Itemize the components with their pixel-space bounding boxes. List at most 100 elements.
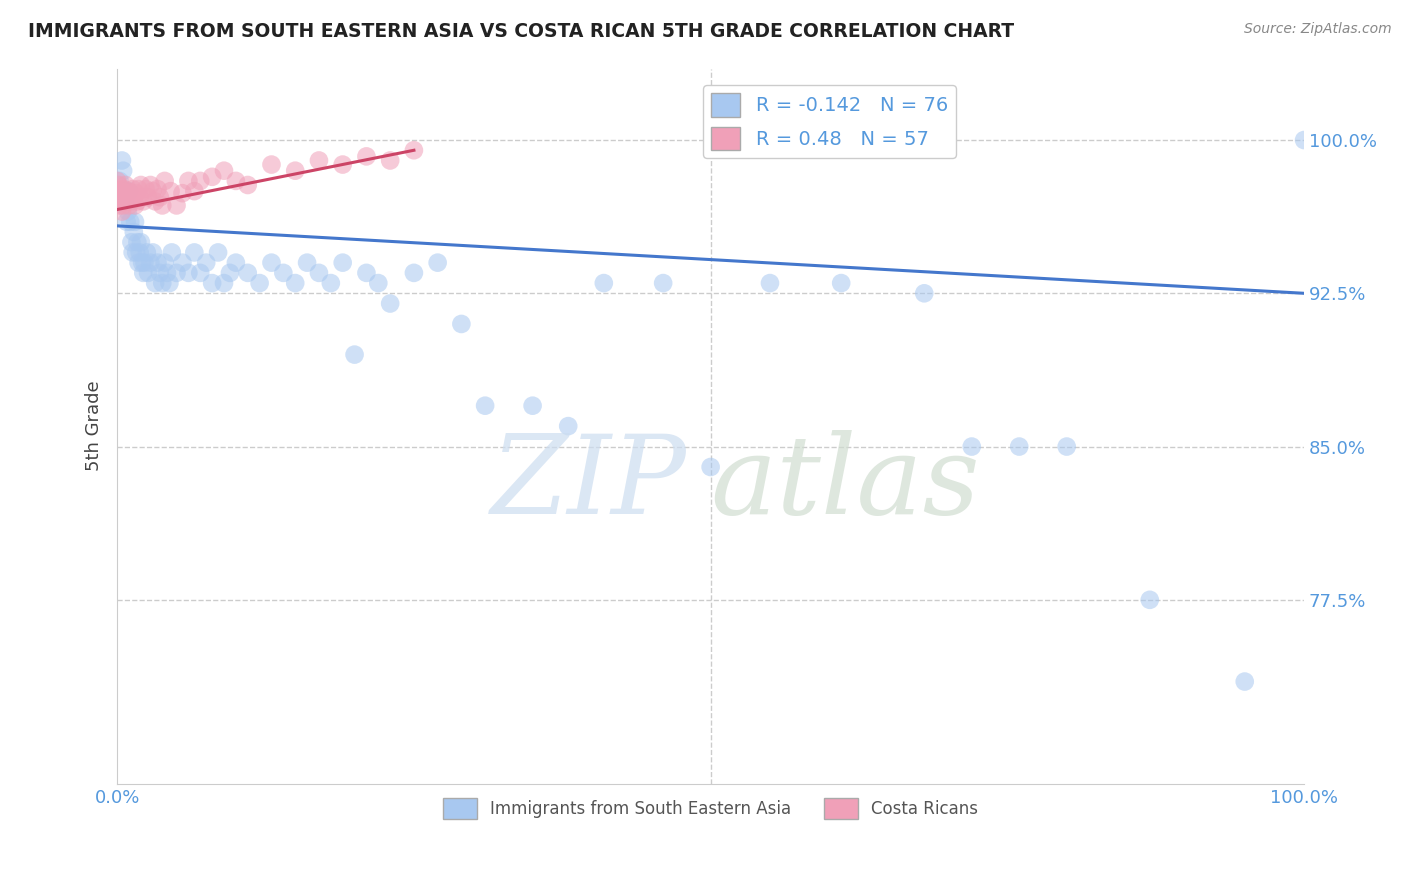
Point xyxy=(115,215,138,229)
Point xyxy=(177,174,200,188)
Point xyxy=(118,184,141,198)
Point xyxy=(830,276,852,290)
Point xyxy=(112,194,135,209)
Point xyxy=(136,190,159,204)
Point xyxy=(114,184,136,198)
Point xyxy=(260,157,283,171)
Point xyxy=(356,266,378,280)
Point xyxy=(142,245,165,260)
Y-axis label: 5th Grade: 5th Grade xyxy=(86,381,103,472)
Point xyxy=(153,174,176,188)
Point xyxy=(120,186,142,201)
Point xyxy=(157,276,180,290)
Point xyxy=(127,194,149,209)
Point xyxy=(111,190,134,204)
Point xyxy=(699,460,721,475)
Point xyxy=(225,255,247,269)
Point xyxy=(284,163,307,178)
Point xyxy=(124,198,146,212)
Point xyxy=(1294,133,1316,147)
Point xyxy=(332,255,354,269)
Point xyxy=(225,174,247,188)
Point xyxy=(112,163,135,178)
Point xyxy=(1008,440,1031,454)
Point xyxy=(249,276,271,290)
Point xyxy=(592,276,614,290)
Point xyxy=(125,186,148,201)
Point xyxy=(108,184,131,198)
Point xyxy=(139,178,162,192)
Point xyxy=(118,190,141,204)
Point xyxy=(120,194,142,209)
Point xyxy=(759,276,782,290)
Point xyxy=(128,190,150,204)
Point xyxy=(112,198,135,212)
Point xyxy=(188,174,211,188)
Point xyxy=(114,178,136,192)
Point xyxy=(129,235,152,250)
Point xyxy=(110,194,132,209)
Point xyxy=(380,153,402,168)
Point xyxy=(356,149,378,163)
Point xyxy=(122,190,145,204)
Point xyxy=(114,190,136,204)
Point xyxy=(402,143,425,157)
Point xyxy=(122,225,145,239)
Text: IMMIGRANTS FROM SOUTH EASTERN ASIA VS COSTA RICAN 5TH GRADE CORRELATION CHART: IMMIGRANTS FROM SOUTH EASTERN ASIA VS CO… xyxy=(28,22,1014,41)
Point xyxy=(159,184,181,198)
Point xyxy=(105,184,128,198)
Point xyxy=(149,190,172,204)
Point xyxy=(212,276,235,290)
Point xyxy=(135,182,157,196)
Point xyxy=(201,169,224,184)
Point xyxy=(120,215,142,229)
Point xyxy=(912,286,935,301)
Point xyxy=(201,276,224,290)
Point xyxy=(136,266,159,280)
Point xyxy=(143,276,166,290)
Point xyxy=(332,157,354,171)
Point xyxy=(183,184,205,198)
Point xyxy=(343,348,366,362)
Point xyxy=(135,245,157,260)
Point xyxy=(156,266,179,280)
Point xyxy=(108,174,131,188)
Point xyxy=(450,317,472,331)
Text: atlas: atlas xyxy=(710,430,980,537)
Point xyxy=(128,182,150,196)
Point xyxy=(166,266,188,280)
Point xyxy=(166,198,188,212)
Point xyxy=(380,296,402,310)
Point xyxy=(121,182,143,196)
Point xyxy=(117,194,139,209)
Point xyxy=(319,276,342,290)
Point xyxy=(128,245,150,260)
Point xyxy=(124,215,146,229)
Point xyxy=(128,255,150,269)
Point xyxy=(150,198,173,212)
Point xyxy=(295,255,318,269)
Point xyxy=(160,245,183,260)
Point xyxy=(146,182,169,196)
Point xyxy=(146,255,169,269)
Point xyxy=(132,266,155,280)
Point xyxy=(131,255,153,269)
Point xyxy=(120,235,142,250)
Point xyxy=(183,245,205,260)
Point xyxy=(195,255,218,269)
Point xyxy=(172,255,194,269)
Point xyxy=(111,204,134,219)
Point xyxy=(212,163,235,178)
Point xyxy=(112,182,135,196)
Text: ZIP: ZIP xyxy=(491,430,688,537)
Point xyxy=(110,182,132,196)
Point xyxy=(132,194,155,209)
Point xyxy=(236,178,259,192)
Point xyxy=(260,255,283,269)
Point xyxy=(142,184,165,198)
Point xyxy=(284,276,307,290)
Point xyxy=(110,184,132,198)
Point xyxy=(107,178,129,192)
Point xyxy=(219,266,242,280)
Point xyxy=(127,235,149,250)
